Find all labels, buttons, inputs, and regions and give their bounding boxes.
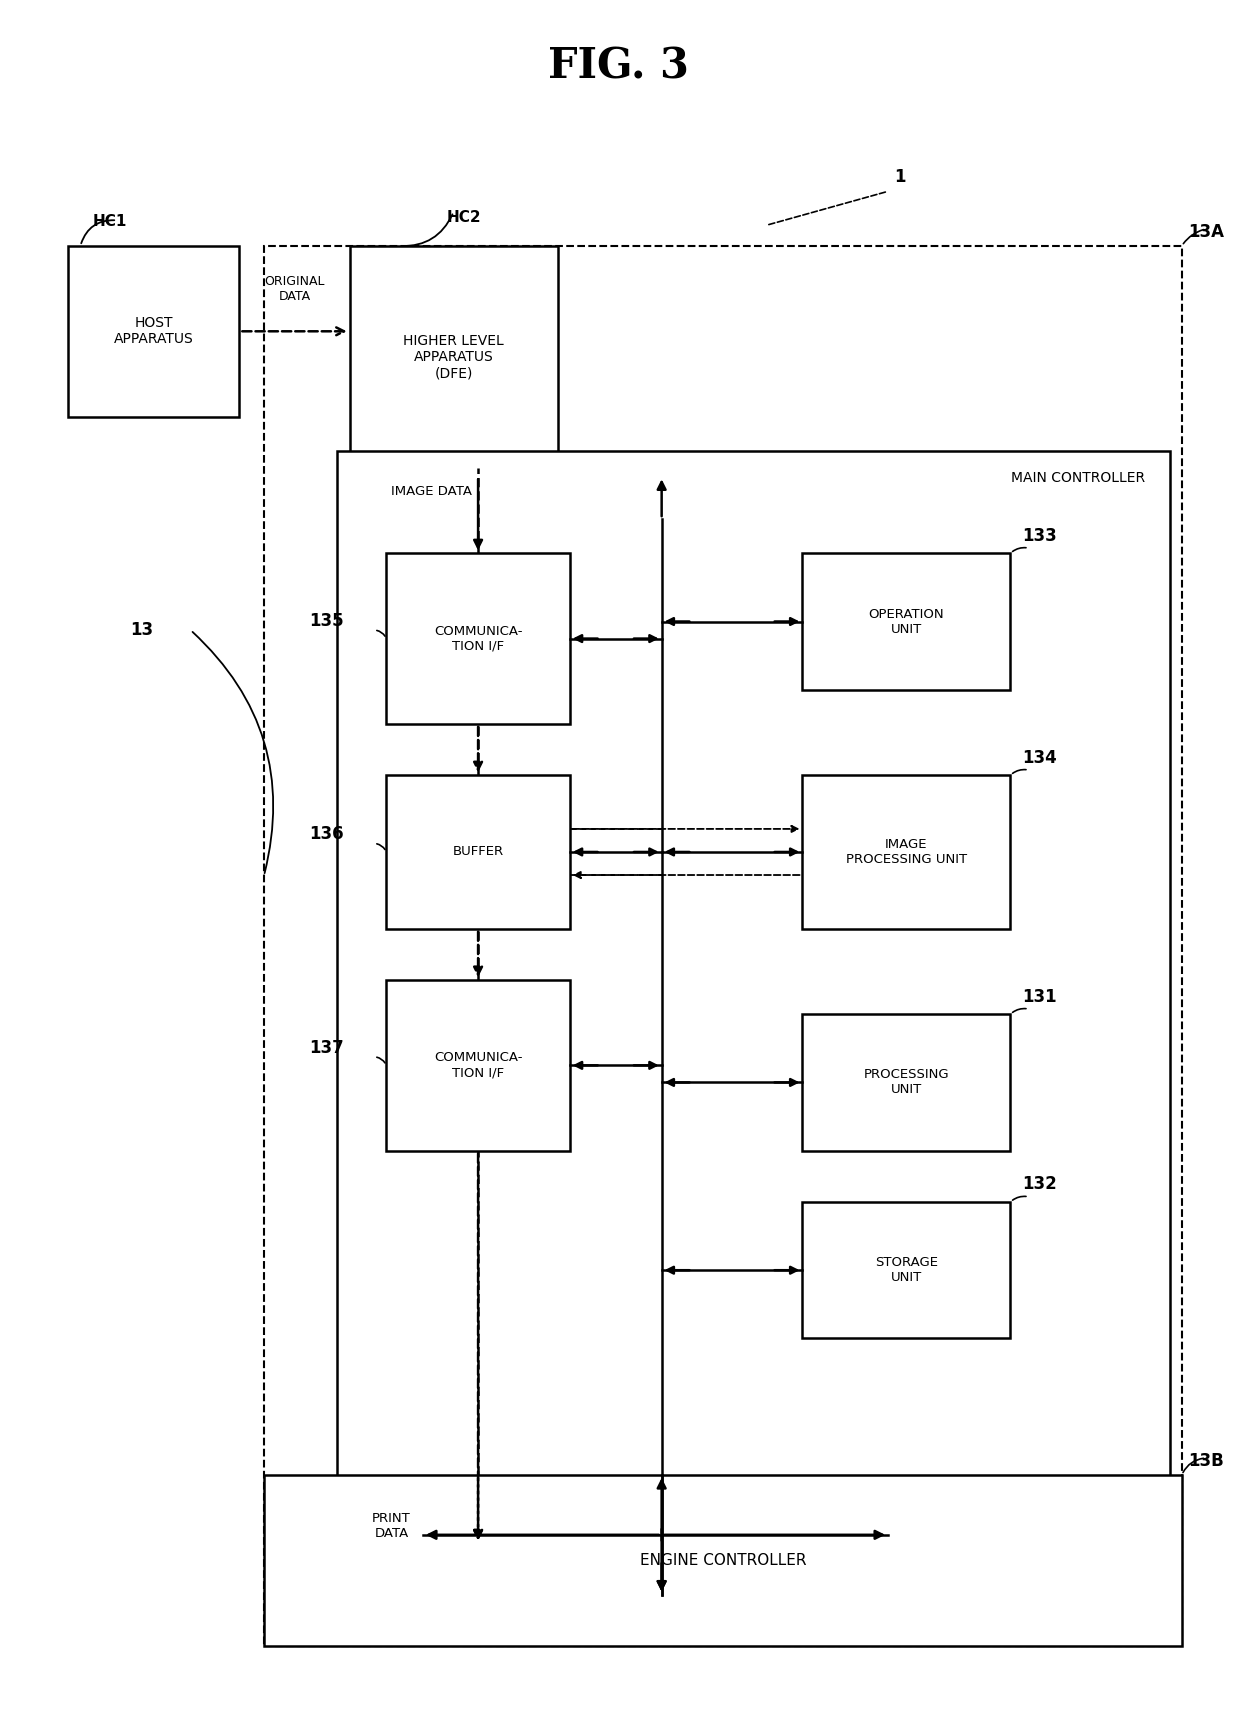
Bar	[337, 451, 1169, 1595]
Text: 135: 135	[309, 613, 343, 630]
Bar	[802, 1201, 1011, 1339]
Text: 133: 133	[1023, 527, 1058, 544]
Text: PROCESSING
UNIT: PROCESSING UNIT	[863, 1069, 949, 1096]
Text: 137: 137	[309, 1039, 343, 1057]
Text: IMAGE DATA: IMAGE DATA	[391, 485, 472, 497]
Text: 13A: 13A	[1188, 222, 1224, 241]
Bar	[264, 1475, 1182, 1645]
Text: IMAGE
PROCESSING UNIT: IMAGE PROCESSING UNIT	[846, 838, 967, 866]
Text: HIGHER LEVEL
APPARATUS
(DFE): HIGHER LEVEL APPARATUS (DFE)	[403, 334, 503, 380]
Text: 131: 131	[1023, 988, 1058, 1005]
Text: COMMUNICA-
TION I/F: COMMUNICA- TION I/F	[434, 1052, 522, 1079]
Bar	[68, 246, 239, 416]
Text: MAIN CONTROLLER: MAIN CONTROLLER	[1011, 472, 1145, 485]
Bar	[802, 1014, 1011, 1151]
Text: PRINT
DATA: PRINT DATA	[372, 1513, 410, 1540]
Text: FIG. 3: FIG. 3	[548, 46, 689, 88]
Bar	[350, 246, 558, 468]
Text: STORAGE
UNIT: STORAGE UNIT	[875, 1256, 937, 1284]
Text: OPERATION
UNIT: OPERATION UNIT	[868, 608, 944, 635]
Text: 13: 13	[130, 621, 154, 638]
Bar	[802, 774, 1011, 929]
Bar	[264, 246, 1182, 1645]
Text: HC1: HC1	[93, 213, 126, 229]
Bar	[387, 774, 570, 929]
Text: 136: 136	[309, 826, 343, 843]
Text: HC2: HC2	[446, 210, 481, 225]
Bar	[802, 552, 1011, 690]
Text: HOST
APPARATUS: HOST APPARATUS	[114, 317, 193, 346]
Text: 134: 134	[1023, 749, 1058, 766]
Text: 132: 132	[1023, 1175, 1058, 1193]
Text: BUFFER: BUFFER	[453, 845, 503, 859]
Bar	[387, 552, 570, 725]
Text: 1: 1	[894, 169, 905, 186]
Text: ORIGINAL
DATA: ORIGINAL DATA	[264, 275, 325, 303]
Text: ENGINE CONTROLLER: ENGINE CONTROLLER	[640, 1552, 806, 1568]
Bar	[387, 979, 570, 1151]
Text: COMMUNICA-
TION I/F: COMMUNICA- TION I/F	[434, 625, 522, 652]
Text: 13B: 13B	[1188, 1453, 1224, 1470]
